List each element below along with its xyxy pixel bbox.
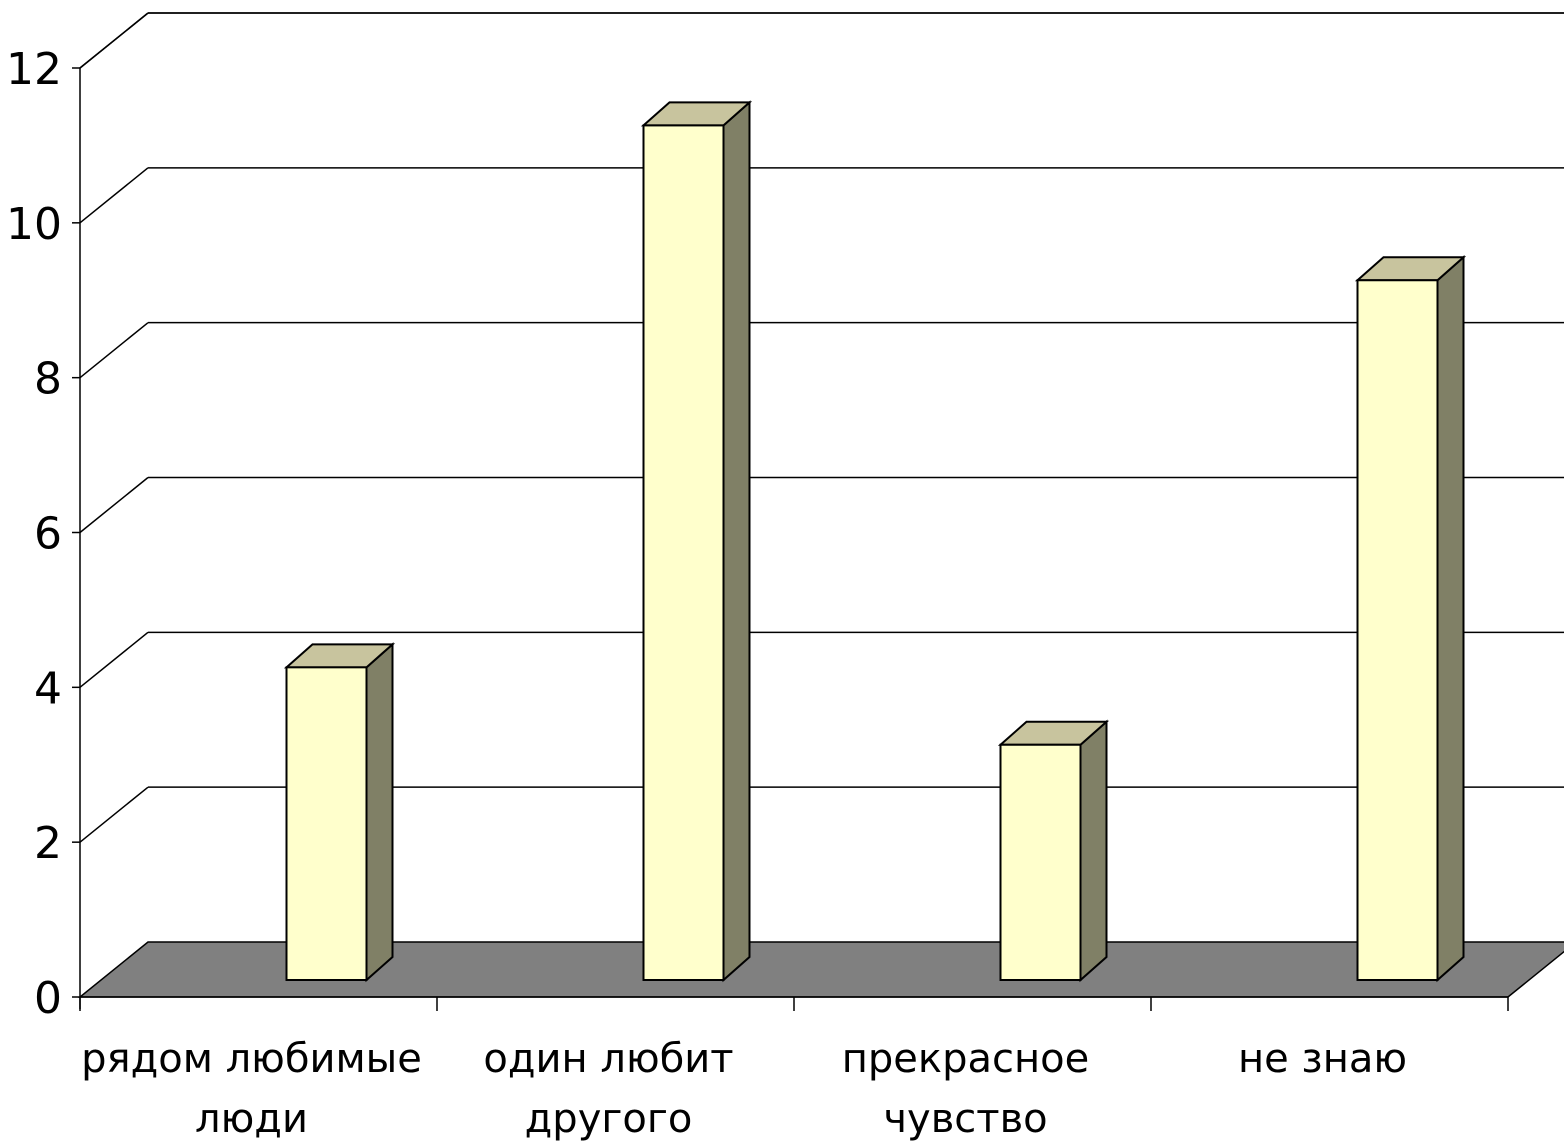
x-category-label: рядом любимые люди	[81, 1036, 422, 1142]
grid-diagonal	[79, 786, 149, 843]
bar-front	[999, 743, 1082, 981]
bar-side	[365, 642, 394, 983]
grid-diagonal	[79, 476, 149, 534]
grid-diagonal	[79, 322, 149, 379]
y-tick-label: 4	[34, 663, 62, 714]
y-axis-top-diagonal	[79, 12, 149, 69]
bar-side	[1436, 255, 1465, 983]
bar-side	[722, 100, 751, 983]
y-tick-label: 12	[6, 44, 62, 95]
y-tick-label: 6	[34, 509, 62, 560]
y-tick-label: 8	[34, 354, 62, 405]
bar	[997, 719, 1110, 983]
bar-front	[285, 666, 368, 981]
axes	[72, 12, 1564, 1011]
bar-front	[1356, 279, 1439, 981]
x-category-label: прекрасное чувство	[842, 1036, 1089, 1142]
x-category-label: один любит другого	[483, 1036, 733, 1142]
grid-diagonal	[79, 631, 149, 688]
y-tick-labels: 0 2 4 6 8 10 12	[6, 44, 62, 1024]
bar	[640, 100, 753, 983]
y-tick-label: 0	[34, 973, 62, 1024]
x-category-labels: рядом любимые люди один любит другого прекра…	[81, 1036, 1407, 1142]
bar	[283, 642, 396, 983]
y-tick-label: 10	[6, 199, 62, 250]
x-category-label: не знаю	[1238, 1036, 1407, 1082]
bar-front	[642, 124, 725, 981]
grid-diagonal	[79, 167, 149, 224]
y-tick-label: 2	[34, 818, 62, 869]
bars	[283, 100, 1467, 983]
bar	[1354, 255, 1467, 983]
bar-side	[1079, 719, 1108, 983]
